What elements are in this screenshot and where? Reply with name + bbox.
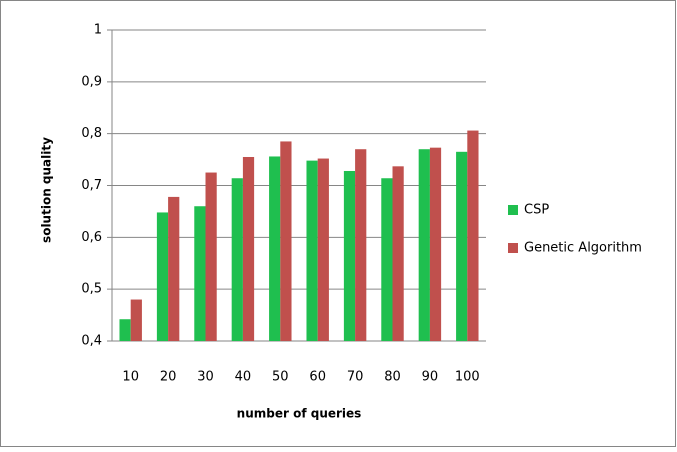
bar <box>269 156 281 341</box>
y-tick-label: 0,6 <box>81 230 102 245</box>
y-tick-label: 0,8 <box>81 126 102 141</box>
bar <box>280 141 292 341</box>
x-tick-label: 10 <box>122 370 139 385</box>
bar <box>355 149 367 341</box>
y-axis-label: solution quality <box>40 137 54 243</box>
bar <box>168 196 180 341</box>
bar <box>194 206 206 341</box>
bar <box>418 149 430 341</box>
bar <box>119 319 131 341</box>
bar <box>343 170 356 341</box>
bar <box>156 212 169 341</box>
x-tick-label: 30 <box>197 370 214 385</box>
bar <box>392 166 404 341</box>
bar <box>317 158 329 341</box>
y-tick-label: 0,4 <box>81 334 102 349</box>
y-tick-label: 0,7 <box>81 178 102 193</box>
legend-swatch <box>508 205 518 215</box>
bar <box>467 130 479 341</box>
y-tick-label: 0,9 <box>81 74 102 89</box>
legend-swatch <box>508 243 518 253</box>
bar <box>306 160 318 341</box>
bar <box>205 172 217 341</box>
x-axis-label: number of queries <box>237 407 362 421</box>
legend-label: CSP <box>524 203 549 218</box>
y-tick-label: 1 <box>94 23 102 38</box>
x-tick-label: 70 <box>347 370 364 385</box>
y-tick-label: 0,5 <box>81 282 102 297</box>
legend-label: Genetic Algorithm <box>524 241 642 256</box>
bar <box>231 178 243 341</box>
x-tick-label: 90 <box>422 370 439 385</box>
x-tick-label: 60 <box>309 370 326 385</box>
bar <box>456 151 468 341</box>
bar <box>381 178 393 341</box>
bar <box>429 147 442 341</box>
x-tick-label: 80 <box>384 370 401 385</box>
bar <box>242 156 255 341</box>
x-tick-label: 20 <box>160 370 177 385</box>
bar <box>130 299 142 341</box>
x-tick-label: 40 <box>235 370 252 385</box>
x-tick-label: 50 <box>272 370 289 385</box>
x-tick-label: 100 <box>455 370 480 385</box>
